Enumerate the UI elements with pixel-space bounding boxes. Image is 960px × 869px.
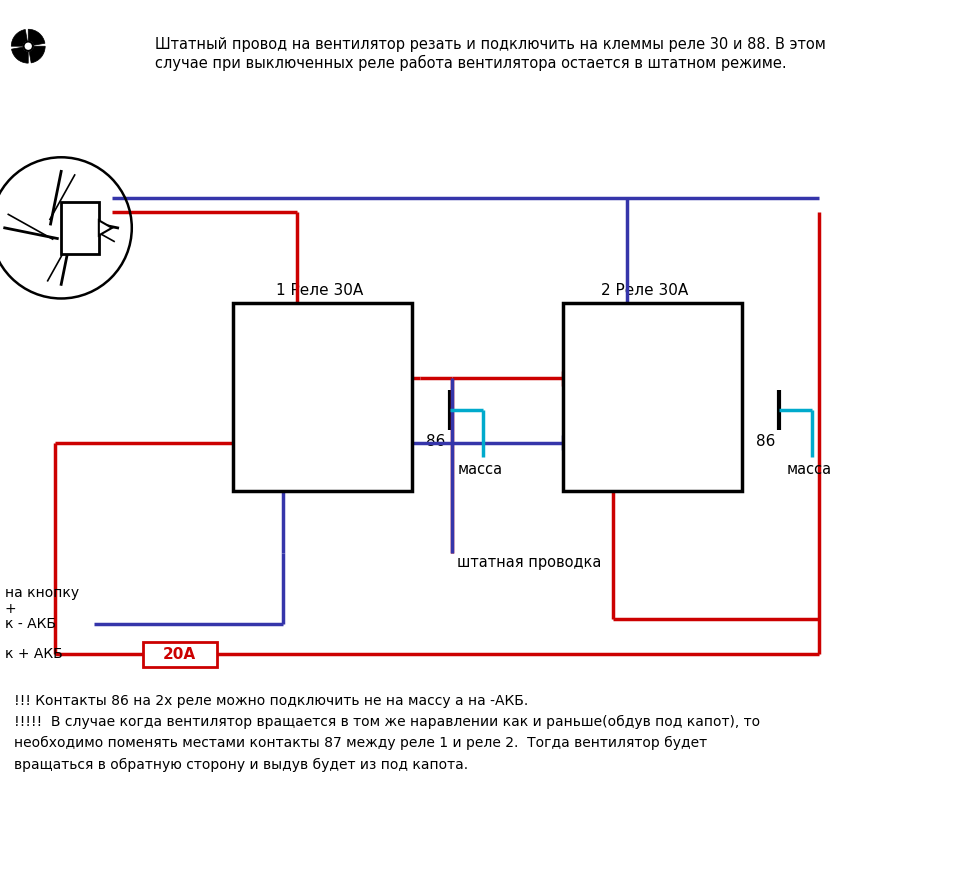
Text: 30: 30 — [301, 352, 321, 367]
Text: 88: 88 — [278, 408, 298, 423]
Text: 20А: 20А — [163, 647, 197, 662]
Text: на кнопку
+: на кнопку + — [5, 586, 79, 616]
Bar — [61, 202, 99, 255]
Text: 30: 30 — [631, 352, 650, 367]
Bar — [563, 303, 742, 492]
Wedge shape — [28, 30, 45, 46]
Text: к - АКБ: к - АКБ — [5, 617, 56, 631]
Bar — [233, 303, 412, 492]
Text: 85: 85 — [567, 448, 587, 462]
Text: масса: масса — [458, 461, 503, 477]
Text: Штатный провод на вентилятор резать и подключить на клеммы реле 30 и 88. В этом
: Штатный провод на вентилятор резать и по… — [156, 36, 827, 70]
Text: к + АКБ: к + АКБ — [5, 647, 62, 661]
Wedge shape — [12, 46, 28, 63]
Text: 87: 87 — [265, 455, 284, 471]
Text: 86: 86 — [756, 434, 776, 449]
Text: 85: 85 — [238, 448, 257, 462]
Text: !!! Контакты 86 на 2х реле можно подключить не на массу а на -АКБ.
!!!!!  В случ: !!! Контакты 86 на 2х реле можно подключ… — [14, 693, 760, 772]
Wedge shape — [12, 30, 28, 46]
Text: 2 Реле 30А: 2 Реле 30А — [601, 282, 687, 297]
Text: 1 Реле 30А: 1 Реле 30А — [276, 282, 363, 297]
Text: 88: 88 — [608, 408, 627, 423]
Text: 87: 87 — [594, 455, 613, 471]
Bar — [143, 642, 217, 667]
Circle shape — [24, 42, 33, 51]
Text: штатная проводка: штатная проводка — [457, 555, 601, 570]
Polygon shape — [99, 221, 112, 235]
Wedge shape — [28, 46, 45, 63]
Text: масса: масса — [787, 461, 832, 477]
Text: 86: 86 — [426, 434, 445, 449]
